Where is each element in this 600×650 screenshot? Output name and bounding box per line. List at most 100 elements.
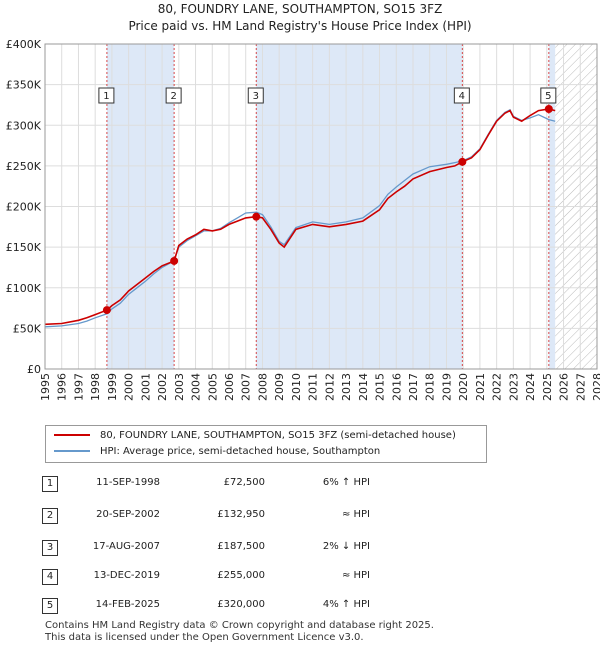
x-tick-label: 2014 — [357, 373, 370, 401]
transaction-hpi-relation: 6% ↑ HPI — [322, 477, 370, 488]
transaction-hpi-relation: 2% ↓ HPI — [322, 541, 370, 552]
sale-label-frame — [247, 87, 264, 104]
x-tick-label: 2020 — [457, 373, 470, 401]
legend-item-price: 80, FOUNDRY LANE, SOUTHAMPTON, SO15 3FZ … — [54, 429, 456, 443]
x-tick-label: 2025 — [541, 373, 554, 401]
legend-label-price: 80, FOUNDRY LANE, SOUTHAMPTON, SO15 3FZ … — [100, 430, 456, 441]
x-tick-label: 2005 — [206, 373, 219, 401]
x-tick-label: 2010 — [290, 373, 303, 401]
x-tick-label: 2018 — [424, 373, 437, 401]
sale-point — [252, 212, 261, 221]
x-tick-label: 2016 — [390, 373, 403, 401]
x-tick-label: 2003 — [173, 373, 186, 401]
transaction-row: 3 17-AUG-2007 £187,500 2% ↓ HPI — [0, 538, 600, 558]
x-tick-label: 2017 — [407, 373, 420, 401]
y-tick-label: £50K — [13, 322, 42, 335]
x-tick-label: 2023 — [507, 373, 520, 401]
sale-point — [170, 256, 179, 265]
y-tick-label: £350K — [6, 79, 42, 92]
x-tick-label: 2024 — [524, 373, 537, 401]
x-tick-label: 2019 — [440, 373, 453, 401]
x-tick-label: 2013 — [340, 373, 353, 401]
transaction-row: 1 11-SEP-1998 £72,500 6% ↑ HPI — [0, 474, 600, 494]
y-tick-label: £400K — [6, 38, 42, 51]
transaction-price: £255,000 — [217, 570, 265, 581]
transaction-date: 14-FEB-2025 — [95, 599, 160, 610]
x-tick-label: 1997 — [72, 373, 85, 401]
footer-licence: This data is licensed under the Open Gov… — [45, 632, 364, 643]
y-tick-label: £200K — [6, 201, 42, 214]
x-tick-label: 2015 — [374, 373, 387, 401]
x-tick-label: 1998 — [89, 373, 102, 401]
x-tick-label: 2028 — [591, 373, 600, 401]
x-tick-label: 2027 — [574, 373, 587, 401]
transaction-date: 13-DEC-2019 — [93, 570, 160, 581]
footer-copyright: Contains HM Land Registry data © Crown c… — [45, 620, 434, 631]
x-tick-label: 2009 — [273, 373, 286, 401]
sale-point — [458, 157, 467, 166]
x-tick-label: 2021 — [474, 373, 487, 401]
chart-title: 80, FOUNDRY LANE, SOUTHAMPTON, SO15 3FZ — [157, 2, 443, 16]
legend-swatch-hpi — [54, 450, 90, 452]
transaction-date: 17-AUG-2007 — [92, 541, 160, 552]
y-tick-label: £100K — [6, 282, 42, 295]
transaction-date: 11-SEP-1998 — [96, 477, 160, 488]
x-tick-label: 2001 — [139, 373, 152, 401]
x-tick-label: 2007 — [240, 373, 253, 401]
x-tick-label: 1999 — [106, 373, 119, 401]
transaction-number: 2 — [42, 508, 58, 524]
transaction-price: £320,000 — [217, 599, 265, 610]
plot-frame — [44, 43, 598, 370]
transaction-number: 3 — [42, 540, 58, 556]
transaction-number: 1 — [42, 476, 58, 492]
y-tick-label: £150K — [6, 241, 42, 254]
transaction-row: 4 13-DEC-2019 £255,000 ≈ HPI — [0, 567, 600, 587]
price-paid-line — [44, 108, 556, 326]
sale-label-box: 4 — [453, 87, 470, 104]
transaction-hpi-relation: 4% ↑ HPI — [322, 599, 370, 610]
y-tick-label: £300K — [6, 119, 42, 132]
chart-subtitle: Price paid vs. HM Land Registry's House … — [128, 19, 472, 33]
y-tick-label: £250K — [6, 160, 42, 173]
sale-label-frame — [453, 87, 470, 104]
transaction-number: 5 — [42, 598, 58, 614]
sale-label-frame — [98, 87, 115, 104]
sale-label-number: 3 — [253, 91, 259, 102]
y-tick-label: £0 — [27, 363, 41, 376]
x-tick-label: 2004 — [190, 373, 203, 401]
transaction-price: £187,500 — [217, 541, 265, 552]
x-tick-label: 1995 — [39, 373, 52, 401]
sale-point — [102, 306, 111, 315]
sale-label-frame — [165, 87, 182, 104]
x-tick-label: 2008 — [256, 373, 269, 401]
transaction-price: £72,500 — [223, 477, 265, 488]
x-tick-label: 1996 — [56, 373, 69, 401]
sale-label-number: 5 — [545, 91, 551, 102]
legend-item-hpi: HPI: Average price, semi-detached house,… — [54, 445, 380, 459]
x-tick-label: 2006 — [223, 373, 236, 401]
x-tick-label: 2026 — [558, 373, 571, 401]
x-tick-label: 2000 — [123, 373, 136, 401]
x-tick-label: 2012 — [323, 373, 336, 401]
transaction-number: 4 — [42, 569, 58, 585]
sale-point — [544, 105, 553, 113]
price-chart: 1 2 3 4 5 £0 £50K £100K £150K £200K £250K £300K £35… — [6, 38, 600, 401]
transaction-price: £132,950 — [217, 509, 265, 520]
sale-label-box: 3 — [247, 87, 264, 104]
transaction-row: 2 20-SEP-2002 £132,950 ≈ HPI — [0, 506, 600, 526]
transaction-row: 5 14-FEB-2025 £320,000 4% ↑ HPI — [0, 596, 600, 616]
x-tick-label: 2022 — [491, 373, 504, 401]
transaction-hpi-relation: ≈ HPI — [341, 509, 370, 520]
x-tick-label: 2011 — [307, 373, 320, 401]
sale-label-number: 2 — [170, 91, 176, 102]
sale-label-number: 4 — [459, 91, 465, 102]
sale-label-box: 5 — [540, 87, 557, 104]
legend-label-hpi: HPI: Average price, semi-detached house,… — [100, 446, 381, 457]
sale-label-frame — [540, 87, 557, 104]
sale-label-box: 1 — [98, 87, 115, 104]
transaction-date: 20-SEP-2002 — [96, 509, 160, 520]
x-tick-label: 2002 — [156, 373, 169, 401]
sale-label-box: 2 — [165, 87, 182, 104]
transaction-hpi-relation: ≈ HPI — [341, 570, 370, 581]
legend: 80, FOUNDRY LANE, SOUTHAMPTON, SO15 3FZ … — [45, 425, 487, 463]
